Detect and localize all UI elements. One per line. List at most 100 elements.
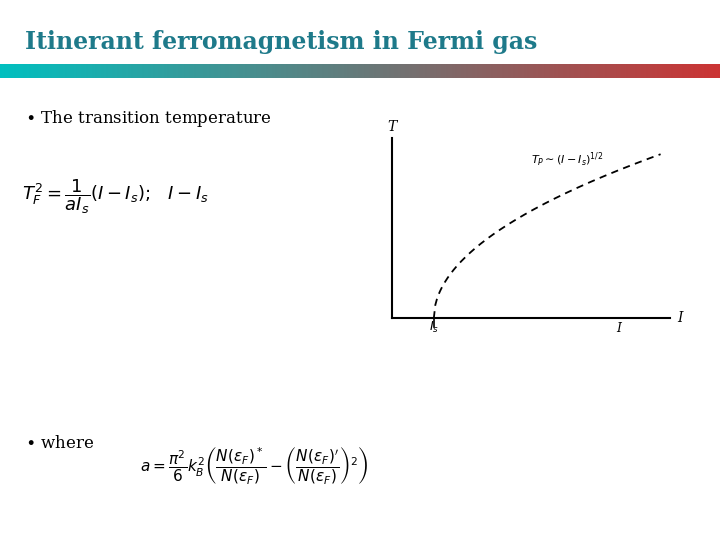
Bar <box>691 64 693 78</box>
Bar <box>486 64 489 78</box>
Bar <box>402 64 404 78</box>
Bar <box>138 64 141 78</box>
Bar <box>222 64 224 78</box>
Bar <box>563 64 566 78</box>
Bar <box>601 64 603 78</box>
Bar <box>99 64 102 78</box>
Bar <box>272 64 274 78</box>
Bar <box>288 64 290 78</box>
Bar <box>30 64 33 78</box>
Bar <box>419 64 422 78</box>
Bar <box>400 64 402 78</box>
Bar <box>292 64 294 78</box>
Bar <box>308 64 310 78</box>
Bar <box>11 64 13 78</box>
Bar <box>606 64 609 78</box>
Bar <box>145 64 148 78</box>
Bar <box>661 64 663 78</box>
Bar <box>130 64 132 78</box>
Bar <box>450 64 452 78</box>
Bar <box>158 64 161 78</box>
Bar <box>220 64 222 78</box>
Bar <box>481 64 483 78</box>
Bar <box>325 64 328 78</box>
Bar <box>181 64 184 78</box>
Bar <box>196 64 199 78</box>
Bar <box>583 64 586 78</box>
Bar <box>369 64 372 78</box>
Bar <box>666 64 668 78</box>
Bar <box>95 64 98 78</box>
Bar <box>431 64 433 78</box>
Bar <box>61 64 64 78</box>
Bar <box>333 64 336 78</box>
Bar <box>40 64 42 78</box>
Bar <box>56 64 58 78</box>
Bar <box>128 64 130 78</box>
Bar <box>137 64 140 78</box>
Bar <box>685 64 688 78</box>
Bar <box>301 64 303 78</box>
Bar <box>632 64 634 78</box>
Bar <box>594 64 596 78</box>
Bar <box>619 64 622 78</box>
Bar <box>593 64 595 78</box>
Bar <box>677 64 679 78</box>
Bar <box>7 64 9 78</box>
Bar <box>695 64 697 78</box>
Bar <box>266 64 269 78</box>
Bar <box>14 64 17 78</box>
Bar <box>171 64 174 78</box>
Bar <box>83 64 85 78</box>
Bar <box>246 64 249 78</box>
Bar <box>491 64 494 78</box>
Bar <box>518 64 521 78</box>
Bar <box>495 64 498 78</box>
Bar <box>150 64 152 78</box>
Bar <box>684 64 687 78</box>
Bar <box>124 64 127 78</box>
Bar <box>383 64 386 78</box>
Bar <box>690 64 692 78</box>
Bar <box>634 64 636 78</box>
Bar <box>342 64 344 78</box>
Bar <box>513 64 516 78</box>
Bar <box>212 64 215 78</box>
Bar <box>571 64 573 78</box>
Bar <box>133 64 135 78</box>
Bar <box>446 64 449 78</box>
Bar <box>279 64 282 78</box>
Bar <box>353 64 356 78</box>
Bar <box>577 64 580 78</box>
Bar <box>66 64 69 78</box>
Bar <box>500 64 503 78</box>
Bar <box>576 64 579 78</box>
Bar <box>589 64 591 78</box>
Bar <box>647 64 649 78</box>
Bar <box>47 64 50 78</box>
Bar <box>167 64 170 78</box>
Bar <box>426 64 429 78</box>
Bar <box>644 64 647 78</box>
Bar <box>281 64 284 78</box>
Bar <box>670 64 672 78</box>
Bar <box>412 64 415 78</box>
Bar <box>176 64 179 78</box>
Bar <box>287 64 289 78</box>
Bar <box>22 64 24 78</box>
Bar <box>655 64 658 78</box>
Bar <box>18 64 20 78</box>
Bar <box>390 64 393 78</box>
Bar <box>225 64 228 78</box>
Bar <box>200 64 202 78</box>
Bar <box>531 64 534 78</box>
Bar <box>169 64 172 78</box>
Bar <box>344 64 346 78</box>
Bar <box>297 64 300 78</box>
Bar <box>382 64 384 78</box>
Bar <box>328 64 330 78</box>
Bar <box>76 64 78 78</box>
Bar <box>65 64 68 78</box>
Bar <box>539 64 541 78</box>
Bar <box>90 64 92 78</box>
